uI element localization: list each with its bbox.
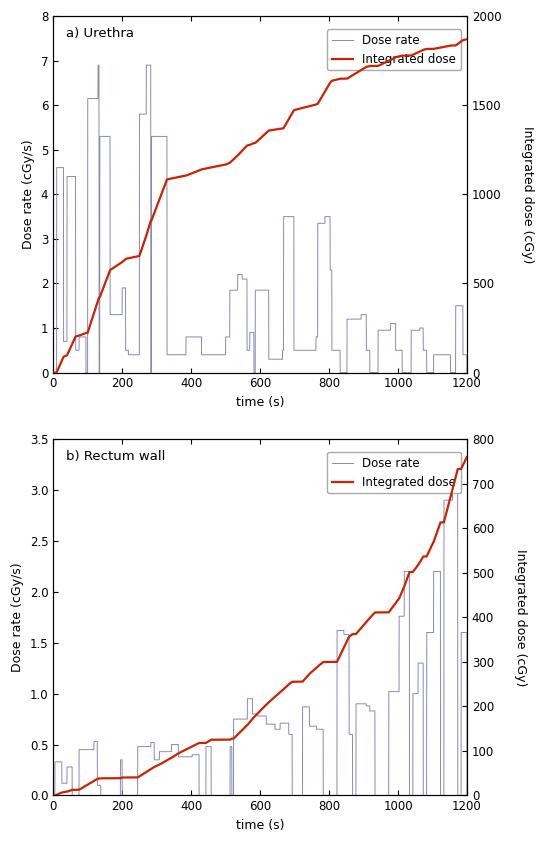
Integrated dose (71, 785, 78, 795)
Integrated dose (464, 35, 470, 45)
Integrated dose (268, 695, 274, 706)
Y-axis label: Dose rate (cGy/s): Dose rate (cGy/s) (11, 562, 24, 672)
Dose rate (157, 132, 164, 142)
Dose rate (449, 475, 456, 485)
Integrated dose (262, 129, 268, 139)
Dose rate (301, 702, 308, 712)
Dose rate (301, 346, 308, 356)
Dose rate (111, 309, 118, 319)
Integrated dose (111, 773, 118, 783)
Line: Integrated dose: Integrated dose (53, 457, 467, 796)
Integrated dose (71, 333, 78, 343)
Text: b) Rectum wall: b) Rectum wall (65, 449, 165, 463)
Dose rate (50, 368, 57, 378)
Dose rate (50, 791, 57, 801)
Integrated dose (464, 35, 470, 45)
Dose rate (71, 791, 78, 801)
Dose rate (157, 747, 164, 757)
Legend: Dose rate, Integrated dose: Dose rate, Integrated dose (327, 30, 461, 71)
X-axis label: time (s): time (s) (236, 396, 284, 409)
Integrated dose (50, 368, 57, 378)
Integrated dose (301, 674, 308, 685)
Dose rate (262, 711, 268, 721)
Dose rate (71, 171, 78, 181)
Dose rate (464, 791, 470, 801)
Dose rate (111, 791, 118, 801)
Integrated dose (268, 126, 274, 136)
Dose rate (95, 60, 101, 70)
Integrated dose (157, 192, 164, 202)
Integrated dose (464, 452, 470, 462)
Integrated dose (464, 452, 470, 462)
Integrated dose (111, 262, 118, 272)
Line: Dose rate: Dose rate (53, 480, 467, 796)
Dose rate (268, 354, 274, 364)
Dose rate (464, 368, 470, 378)
Integrated dose (262, 701, 268, 711)
Legend: Dose rate, Integrated dose: Dose rate, Integrated dose (327, 452, 461, 493)
Integrated dose (50, 791, 57, 801)
Integrated dose (301, 102, 308, 112)
Dose rate (262, 285, 268, 295)
Integrated dose (157, 759, 164, 769)
Text: a) Urethra: a) Urethra (65, 27, 134, 40)
X-axis label: time (s): time (s) (236, 819, 284, 832)
Line: Integrated dose: Integrated dose (53, 40, 467, 373)
Y-axis label: Dose rate (cGy/s): Dose rate (cGy/s) (22, 140, 35, 250)
Y-axis label: Integrated dose (cGy): Integrated dose (cGy) (521, 126, 534, 263)
Line: Dose rate: Dose rate (53, 65, 467, 373)
Y-axis label: Integrated dose (cGy): Integrated dose (cGy) (513, 549, 526, 686)
Dose rate (268, 719, 274, 729)
